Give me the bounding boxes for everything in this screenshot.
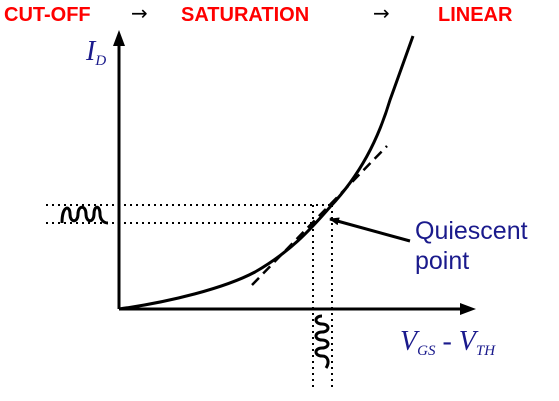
transfer-curve: [118, 35, 415, 311]
region-arrow-1: →: [131, 1, 148, 25]
x-axis-label: VGS - VTH: [400, 328, 495, 359]
x-axis-label-minus: -: [435, 326, 459, 357]
input-voltage-waveform: [314, 314, 330, 369]
x-axis-label-gs: GS: [417, 343, 436, 359]
annotation-line-2: point: [415, 247, 470, 275]
quiescent-pointer-arrow: [329, 217, 411, 243]
quiescent-point-annotation: Quiescent point: [415, 216, 528, 276]
x-axis-label-v1: V: [400, 326, 418, 357]
region-label-cutoff: CUT-OFF: [4, 4, 91, 26]
y-axis-label-main: I: [86, 36, 96, 67]
x-axis-label-v2: V: [458, 326, 476, 357]
output-current-waveform: [60, 205, 109, 225]
region-label-saturation: SATURATION: [181, 4, 310, 26]
y-axis-label: ID: [86, 38, 106, 69]
region-label-linear: LINEAR: [438, 4, 513, 26]
tangent-line: [251, 145, 388, 286]
region-arrow-2: →: [373, 1, 390, 25]
annotation-line-1: Quiescent: [415, 217, 528, 245]
y-axis-arrowhead: [113, 30, 125, 46]
x-axis-arrowhead: [460, 303, 476, 315]
y-axis-label-sub: D: [95, 53, 107, 69]
x-axis-label-th: TH: [475, 343, 496, 359]
